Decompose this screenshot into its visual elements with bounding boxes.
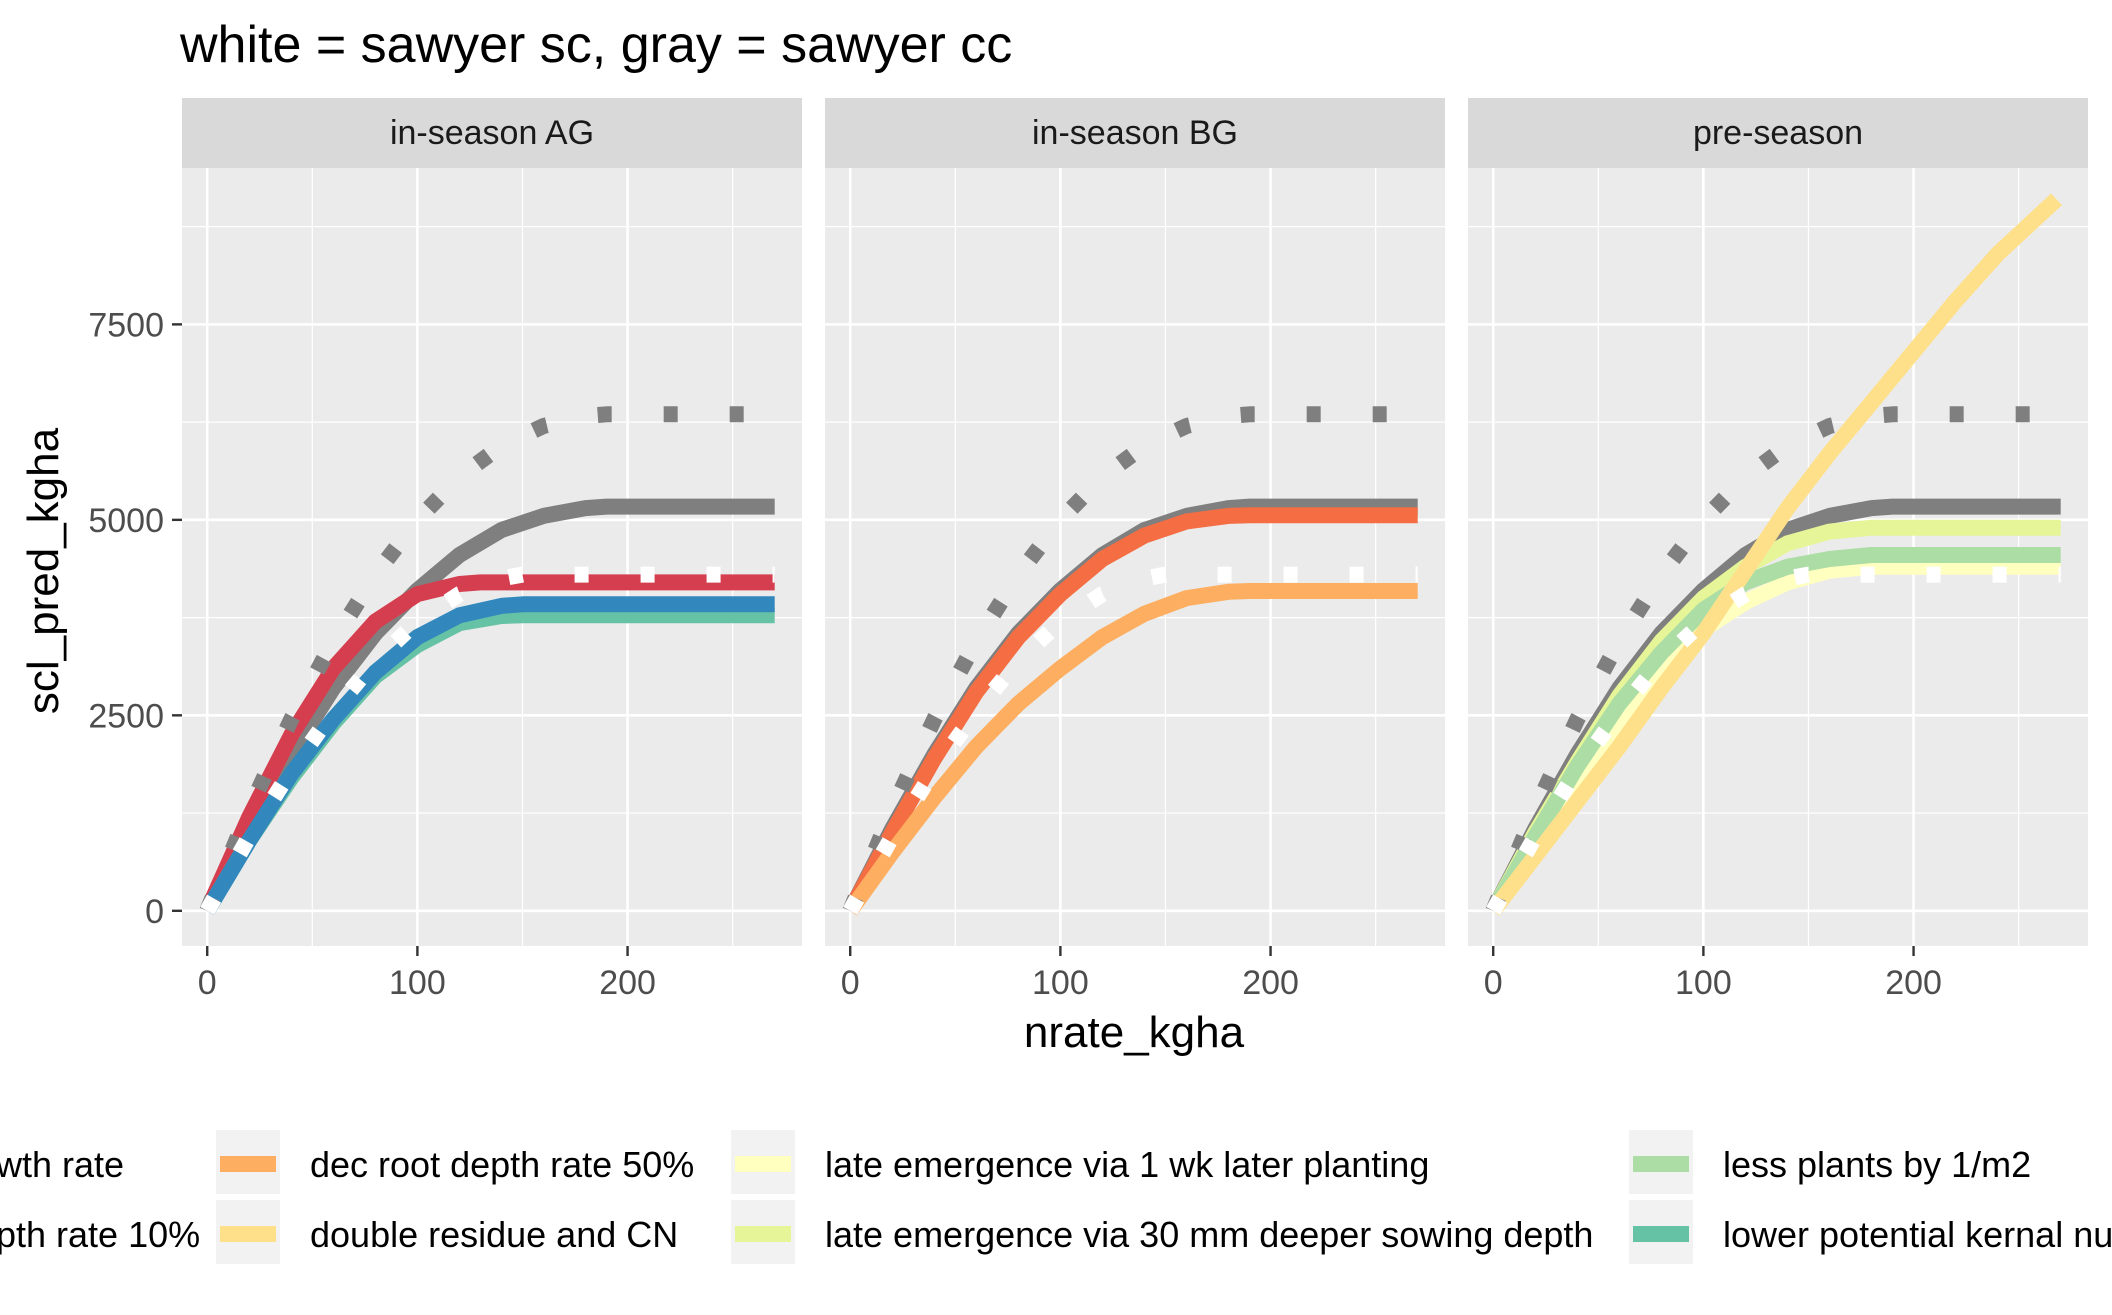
series-line-white-dotted: [200, 566, 775, 915]
panel-3: pre-season 0 100 200: [1468, 98, 2088, 1002]
y-tick-label: 5000: [88, 502, 164, 540]
facet-strip: [825, 98, 1445, 168]
legend-label: pth rate 10%: [0, 1214, 200, 1255]
legend-label: less plants by 1/m2: [1723, 1144, 2031, 1185]
y-tick-label: 7500: [88, 306, 164, 344]
series-line-light-yellow-solid: [1486, 193, 2062, 916]
chart-panels: in-season AG0 100 2000250050007500in-seaso…: [88, 98, 2088, 1002]
facet-strip: [182, 98, 802, 168]
series-group: [199, 406, 775, 915]
legend-key-swatch: [1633, 1156, 1689, 1172]
legend-label: late emergence via 30 mm deeper sowing d…: [825, 1214, 1593, 1255]
series-group: [1485, 193, 2062, 916]
panel-background: [182, 168, 802, 946]
chart-legend: wth rate pth rate 10% dec root depth rate …: [0, 1130, 2112, 1264]
legend-label: double residue and CN: [310, 1214, 678, 1255]
legend-key-swatch: [735, 1226, 791, 1242]
x-tick-label: 100: [389, 964, 446, 1002]
legend-item: less plants by 1/m2: [1629, 1130, 2031, 1194]
series-line-light-orange-solid: [843, 583, 1418, 916]
series-line-white-dotted: [843, 566, 1418, 915]
legend-item: pth rate 10%: [0, 1214, 200, 1255]
legend-item: late emergence via 1 wk later planting: [731, 1130, 1429, 1194]
legend-key-swatch: [1633, 1226, 1689, 1242]
legend-item: dec root depth rate 50%: [216, 1130, 694, 1194]
x-tick-label: 200: [1885, 964, 1942, 1002]
chart-title: white = sawyer sc, gray = sawyer cc: [179, 16, 1012, 74]
legend-label: late emergence via 1 wk later planting: [825, 1144, 1429, 1185]
series-line-orange-solid: [843, 507, 1418, 915]
y-tick-label: 0: [145, 893, 164, 931]
legend-key-swatch: [220, 1226, 276, 1242]
legend-item: lower potential kernal nu: [1629, 1200, 2112, 1264]
legend-item: wth rate: [0, 1144, 124, 1185]
legend-key-swatch: [220, 1156, 276, 1172]
x-axis-title: nrate_kgha: [1024, 1008, 1245, 1057]
x-tick-label: 200: [599, 964, 656, 1002]
facet-strip: [1468, 98, 2088, 168]
legend-item: late emergence via 30 mm deeper sowing d…: [731, 1200, 1593, 1264]
legend-item: double residue and CN: [216, 1200, 678, 1264]
series-line-white-dotted: [1486, 566, 2061, 915]
panel-2: in-season BG 0 100 200: [825, 98, 1445, 1002]
series-line-gray-dotted: [842, 406, 1418, 914]
legend-label: wth rate: [0, 1144, 124, 1185]
legend-label: dec root depth rate 50%: [310, 1144, 694, 1185]
series-line-blue-solid: [200, 596, 775, 915]
x-tick-label: 0: [841, 964, 860, 1002]
facet-strip-label: in-season AG: [390, 114, 594, 152]
facet-strip-label: in-season BG: [1032, 114, 1238, 152]
x-tick-label: 0: [198, 964, 217, 1002]
series-line-gray-dotted: [199, 406, 775, 914]
facet-strip-label: pre-season: [1693, 114, 1863, 152]
x-tick-label: 200: [1242, 964, 1299, 1002]
x-tick-label: 100: [1675, 964, 1732, 1002]
x-tick-label: 100: [1032, 964, 1089, 1002]
x-tick-label: 0: [1484, 964, 1503, 1002]
y-tick-label: 2500: [88, 697, 164, 735]
y-axis-title: scl_pred_kgha: [19, 427, 68, 714]
panel-1: in-season AG 0 100 200 0 2500 5000 7500: [88, 98, 802, 1002]
legend-label: lower potential kernal nu: [1723, 1214, 2112, 1255]
legend-key-swatch: [735, 1156, 791, 1172]
series-group: [842, 406, 1418, 916]
series-line-gray-dotted: [1485, 406, 2061, 914]
series-line-gray-solid: [200, 498, 775, 915]
